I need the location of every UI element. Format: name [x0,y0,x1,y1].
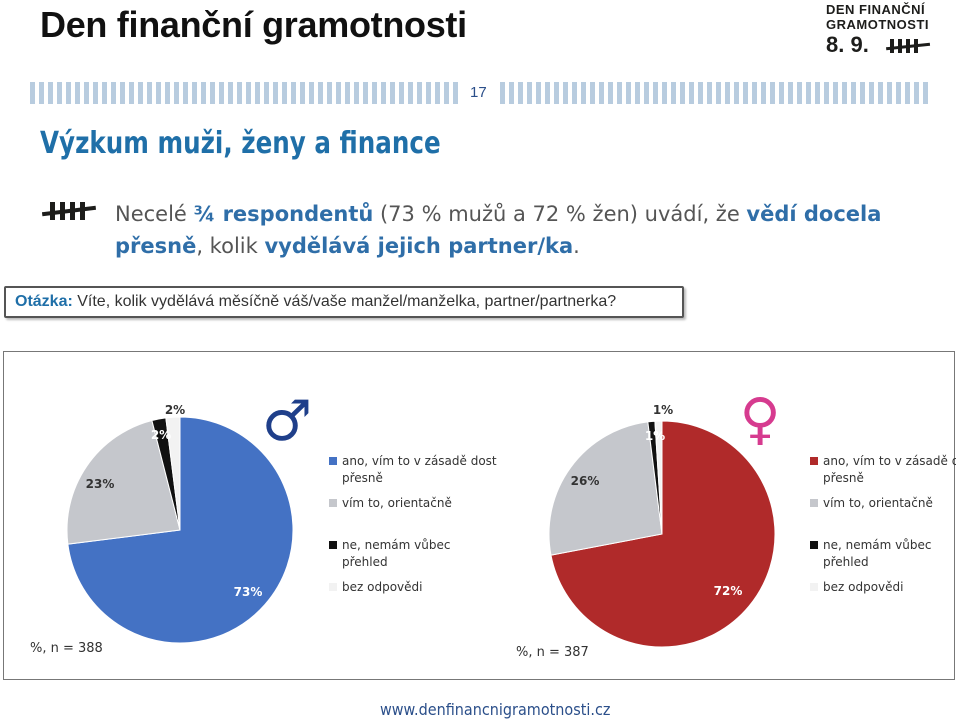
slice-data-label: 1% [645,429,665,443]
legend-label: ne, nemám vůbec přehled [342,538,450,569]
slice-data-label: 73% [234,585,263,599]
header-stripe-right [500,82,930,104]
bullet-text-1: Necelé [115,202,194,226]
logo-line-1: DEN FINANČNÍ [826,2,926,17]
pie-chart-0: 73% 23% 2% 2% ♂ ano, vím to v zásadě dost přes… [30,389,497,656]
pie-charts-svg: 73% 23% 2% 2% ♂ ano, vím to v zásadě dost přes… [30,387,956,660]
legend-swatch [329,457,337,465]
legend-swatch [329,499,337,507]
male-symbol-icon: ♂ [262,389,312,454]
legend-label: vím to, orientačně [823,496,933,510]
question-label: Otázka: [15,293,73,310]
slice-data-label: 26% [571,474,600,488]
pie-slice [165,416,181,531]
pie-slice [550,420,776,648]
bullet-text-4: . [573,234,580,258]
logo-tally-icon [886,39,931,53]
bullet-text-3: , kolik [196,234,265,258]
slice-data-label: 2% [151,428,171,442]
question-text: Víte, kolik vydělává měsíčně váš/vaše ma… [72,293,617,310]
legend-label: ne, nemám vůbec přehled [823,538,931,569]
tally-bullet-icon [42,202,97,220]
legend-swatch [810,499,818,507]
sample-note: %, n = 388 [30,641,103,656]
slide-subtitle: Výzkum muži, ženy a finance [40,126,441,161]
legend-swatch [810,541,818,549]
header-stripe-left [30,82,462,104]
legend-swatch [810,457,818,465]
slice-data-label: 1% [653,403,673,417]
legend-swatch [329,583,337,591]
chart-panel: 73% 23% 2% 2% ♂ ano, vím to v zásadě dost přes… [3,351,956,680]
logo-line-3: 8. 9. [826,32,869,57]
legend-label: bez odpovědi [342,580,422,594]
key-finding-text: Necelé ¾ respondentů (73 % mužů a 72 % ž… [115,198,935,262]
slice-data-label: 2% [165,403,185,417]
slice-data-label: 72% [714,584,743,598]
logo-line-2: GRAMOTNOSTI [826,17,929,32]
bullet-text-2: (73 % mužů a 72 % žen) uvádí, že [373,202,747,226]
legend-swatch [810,583,818,591]
pie-slice [654,420,663,535]
survey-question-box: Otázka: Víte, kolik vydělává měsíčně váš… [4,286,684,318]
female-symbol-icon: ♀ [739,387,780,452]
event-logo: DEN FINANČNÍ GRAMOTNOSTI 8. 9. [826,2,936,57]
page-number: 17 [470,84,487,101]
pie-chart-1: 72% 26% 1% 1% ♀ ano, vím to v zásadě dostpřes… [516,387,956,660]
pie-slice [548,421,663,556]
bullet-highlight-2: vědí docela přesně [115,202,882,258]
bullet-highlight-3: vyd­ělává jejich partner/ka [264,234,574,258]
bullet-highlight-1: ¾ respondentů [193,202,374,226]
page-title: Den finanční gramotnosti [40,4,467,45]
sample-note: %, n = 387 [516,645,589,660]
footer-url: www.denfinancnigramotnosti.cz [380,700,611,719]
pie-slice [66,419,181,545]
legend-swatch [329,541,337,549]
legend-label: bez odpovědi [823,580,903,594]
legend-label: vím to, orientačně [342,496,452,510]
slice-data-label: 23% [86,477,115,491]
